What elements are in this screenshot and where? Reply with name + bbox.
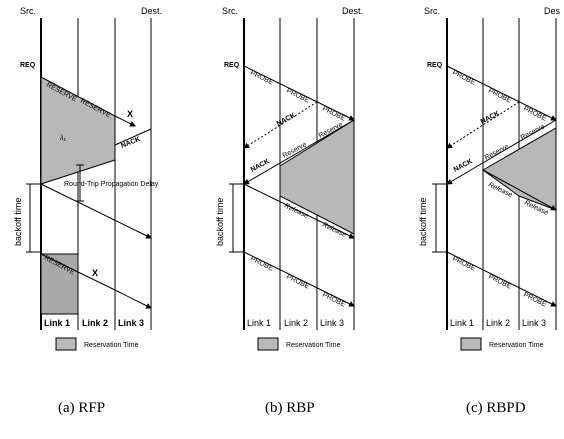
panel-rfp: Src. Dest. REQ X NACK RESERVE RESERVE λ₁… bbox=[13, 6, 162, 351]
link3-label: Link 3 bbox=[118, 318, 144, 328]
lambda-label: λ₁ bbox=[59, 135, 66, 142]
release-message bbox=[40, 183, 152, 239]
probe-label: PROBE bbox=[249, 70, 274, 87]
req-label: REQ bbox=[20, 62, 36, 69]
rtt-label: Round-Trip Propagation Delay bbox=[64, 181, 159, 188]
caption-b: (b) RBP bbox=[265, 400, 315, 416]
nack-label: NACK bbox=[250, 158, 271, 174]
nack-label: NACK bbox=[453, 158, 474, 174]
reserve-message bbox=[40, 253, 116, 291]
src-label: Src. bbox=[424, 6, 440, 16]
probe-message bbox=[243, 251, 355, 307]
link1-label: Link 1 bbox=[247, 318, 271, 328]
link3-label: Link 3 bbox=[320, 318, 344, 328]
legend-label: Reservation Time bbox=[84, 342, 139, 349]
nack-message bbox=[243, 119, 355, 185]
nack-message bbox=[446, 119, 557, 185]
legend-swatch bbox=[55, 337, 77, 351]
src-label: Src. bbox=[222, 6, 238, 16]
req-label: REQ bbox=[224, 62, 240, 69]
probe-label: PROBE bbox=[451, 256, 476, 273]
probe-message bbox=[446, 65, 557, 121]
legend-label: Reservation Time bbox=[286, 342, 341, 349]
nack-label: NACK bbox=[276, 112, 297, 128]
dest-label: Des bbox=[544, 6, 561, 16]
release-message bbox=[243, 183, 355, 239]
reserve-message bbox=[114, 289, 152, 309]
link2-label: Link 2 bbox=[82, 318, 108, 328]
backoff-label: backoff time bbox=[13, 198, 23, 246]
probe-label: PROBE bbox=[451, 70, 476, 87]
src-label: Src. bbox=[20, 6, 36, 16]
probe-message bbox=[243, 65, 355, 121]
link1-label: Link 1 bbox=[450, 318, 474, 328]
legend-swatch bbox=[460, 337, 482, 351]
blocked-mark: X bbox=[92, 268, 98, 278]
reserve-message bbox=[114, 115, 136, 127]
probe-label: PROBE bbox=[321, 106, 346, 123]
release-message bbox=[482, 169, 557, 211]
probe-label: PROBE bbox=[522, 106, 547, 123]
probe-label: PROBE bbox=[285, 88, 310, 105]
panel-rbpd: Src. Des REQ PROBE PROBE PROBE NACK NACK… bbox=[418, 6, 561, 351]
caption-a: (a) RFP bbox=[58, 400, 105, 416]
link1-label: Link 1 bbox=[44, 318, 70, 328]
link2-label: Link 2 bbox=[284, 318, 308, 328]
nack-message bbox=[114, 128, 152, 146]
backoff-label: backoff time bbox=[418, 198, 428, 246]
link2-label: Link 2 bbox=[486, 318, 510, 328]
reservation-region bbox=[40, 76, 116, 185]
legend-label: Reservation Time bbox=[489, 342, 544, 349]
probe-label: PROBE bbox=[487, 88, 512, 105]
probe-label: PROBE bbox=[321, 292, 346, 309]
probe-label: PROBE bbox=[249, 256, 274, 273]
dest-label: Dest. bbox=[342, 6, 363, 16]
caption-c: (c) RBPD bbox=[466, 400, 526, 416]
blocked-mark: X bbox=[127, 109, 133, 119]
backoff-label: backoff time bbox=[215, 198, 225, 246]
probe-label: PROBE bbox=[487, 274, 512, 291]
panel-rbp: Src. Dest. REQ PROBE PROBE PROBE NACK NA… bbox=[215, 6, 363, 351]
legend-swatch bbox=[257, 337, 279, 351]
req-label: REQ bbox=[427, 62, 443, 69]
link3-label: Link 3 bbox=[522, 318, 546, 328]
probe-label: PROBE bbox=[285, 274, 310, 291]
reservation-region bbox=[40, 253, 79, 315]
probe-message bbox=[446, 251, 557, 307]
dest-label: Dest. bbox=[141, 6, 162, 16]
probe-label: PROBE bbox=[522, 292, 547, 309]
